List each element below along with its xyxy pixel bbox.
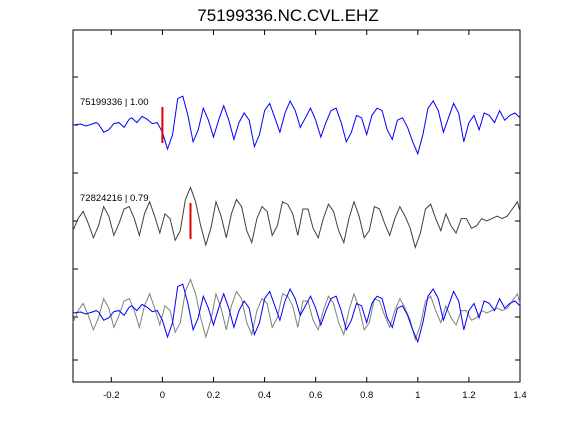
- x-tick-label: -0.2: [103, 390, 119, 401]
- trace-line-1: [72, 95, 521, 156]
- x-tick-label: 0: [160, 390, 165, 401]
- overlay-trace-1: [72, 283, 521, 344]
- tick-layer: -0.2 0 0.2 0.4 0.6 0.8 1 1.2 1.4: [73, 30, 527, 401]
- trace-line-2: [72, 186, 521, 250]
- trace-label-1: 75199336 | 1.00: [80, 97, 149, 108]
- x-tick-label: 1: [415, 390, 420, 401]
- x-tick-label: 1.4: [513, 390, 526, 401]
- label-layer: 75199336 | 1.00 72824216 | 0.79: [80, 97, 149, 204]
- plot-frame: [72, 29, 521, 383]
- trace-layer: [72, 95, 521, 344]
- x-tick-label: 0.4: [258, 390, 271, 401]
- x-tick-label: 0.2: [207, 390, 220, 401]
- overlay-trace-2: [72, 278, 521, 342]
- chart-title: 75199336.NC.CVL.EHZ: [197, 6, 379, 25]
- x-tick-label: 0.8: [360, 390, 373, 401]
- trace-label-2: 72824216 | 0.79: [80, 193, 149, 204]
- x-tick-label: 0.6: [309, 390, 322, 401]
- x-tick-label: 1.2: [462, 390, 475, 401]
